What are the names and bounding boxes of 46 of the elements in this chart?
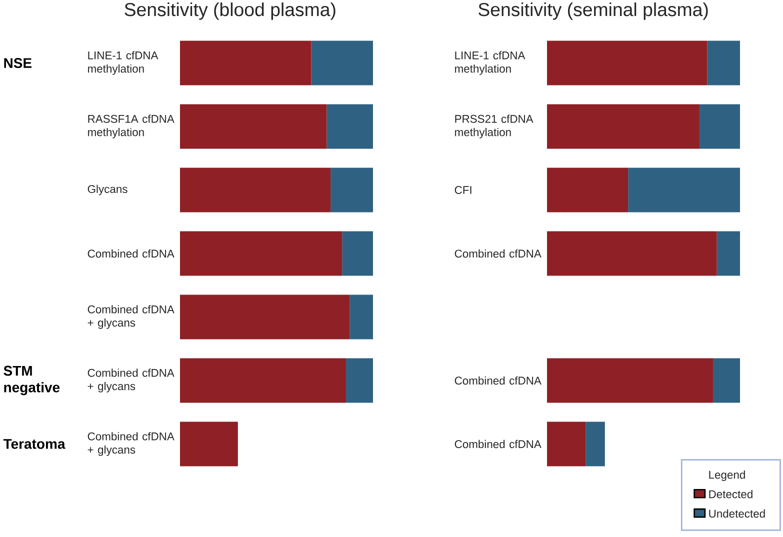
bar bbox=[180, 358, 346, 403]
y-tick-label: Combined cfDNA bbox=[454, 249, 542, 258]
bar bbox=[311, 40, 373, 86]
chart-title: Sensitivity (seminal plasma) bbox=[478, 2, 708, 20]
bar bbox=[180, 231, 342, 276]
y-tick-label: Combined cfDNA + glycans bbox=[88, 305, 174, 329]
bar bbox=[180, 422, 238, 466]
chart-title: Sensitivity (blood plasma) bbox=[124, 2, 336, 20]
y-tick-label: Combined cfDNA + glycans bbox=[88, 368, 174, 392]
y-tick-label: Combined cfDNA bbox=[88, 249, 174, 258]
legend-title: Legend bbox=[709, 470, 745, 481]
bar bbox=[547, 231, 717, 276]
y-tick-label: Combined cfDNA bbox=[454, 440, 542, 448]
y-tick-label: Glycans bbox=[88, 184, 128, 196]
text: NSE bbox=[4, 58, 32, 68]
bar bbox=[628, 168, 740, 212]
y-tick-label: CFI bbox=[454, 186, 472, 194]
bar bbox=[547, 422, 586, 466]
bar bbox=[326, 104, 373, 149]
bar bbox=[180, 40, 312, 86]
bar bbox=[330, 168, 373, 212]
bar bbox=[547, 104, 700, 149]
y-tick-label: PRSS21 cfDNA methylation bbox=[455, 114, 534, 138]
legend-label: Undetected bbox=[709, 509, 765, 518]
bar bbox=[547, 40, 708, 86]
bar bbox=[350, 294, 373, 340]
bar bbox=[180, 104, 327, 149]
bar bbox=[180, 294, 350, 340]
bar bbox=[716, 231, 740, 276]
bar bbox=[180, 168, 331, 212]
y-tick-label: LINE-1 cfDNA methylation bbox=[455, 51, 526, 75]
y-tick-label: Combined cfDNA bbox=[454, 376, 542, 385]
y-tick-label: RASSF1A cfDNA methylation bbox=[88, 114, 174, 138]
bar bbox=[707, 40, 740, 86]
text: Teratoma bbox=[3, 439, 66, 449]
text: STM negative bbox=[4, 366, 60, 396]
bar bbox=[547, 168, 628, 212]
bar bbox=[342, 231, 373, 276]
y-tick-label: Combined cfDNA + glycans bbox=[88, 432, 174, 456]
bar bbox=[346, 358, 373, 403]
bar bbox=[547, 358, 713, 403]
y-tick-label: LINE-1 cfDNA methylation bbox=[88, 51, 158, 75]
bar bbox=[586, 422, 605, 466]
bar bbox=[699, 104, 740, 149]
bar bbox=[712, 358, 740, 403]
legend-label: Detected bbox=[709, 490, 752, 498]
